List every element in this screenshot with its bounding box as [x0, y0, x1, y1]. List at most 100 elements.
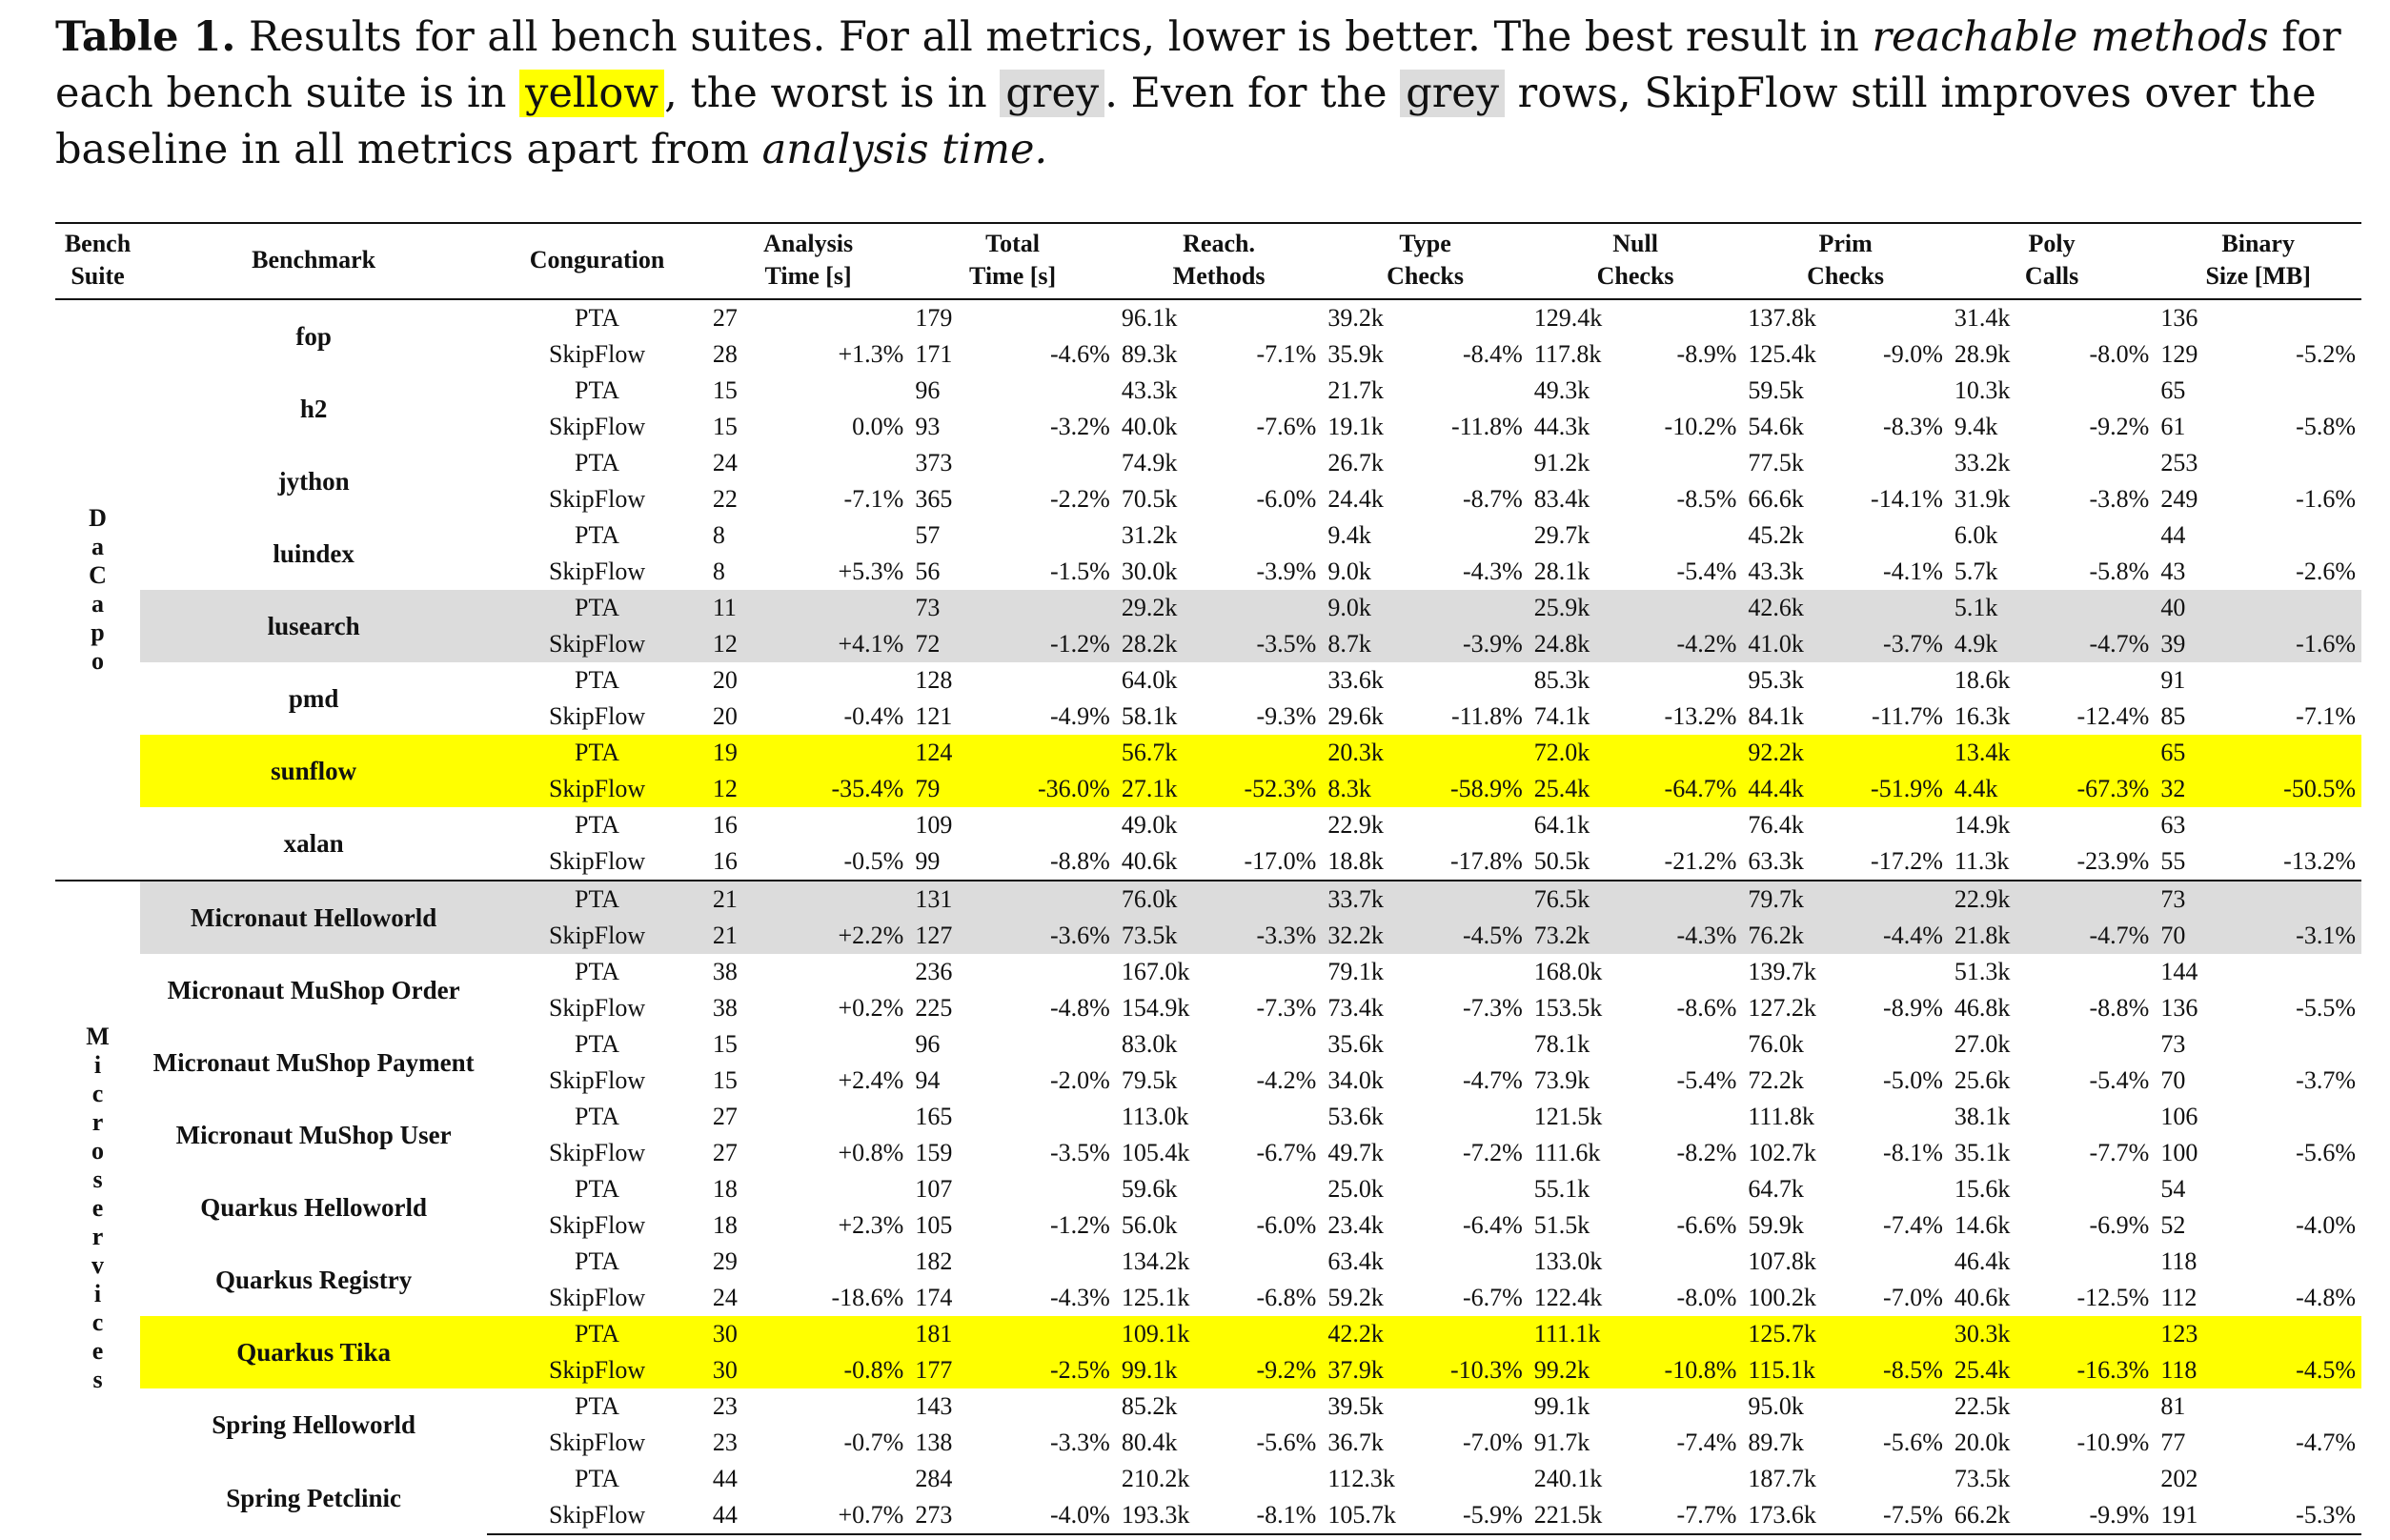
change-cell: [2049, 373, 2155, 409]
change-cell: +2.2%: [803, 918, 910, 954]
value-cell: 118: [2155, 1352, 2256, 1388]
change-cell: -4.3%: [1050, 1284, 1110, 1311]
change-cell: [1843, 1026, 1949, 1063]
caption-italic-1: reachable methods: [1872, 13, 2269, 61]
change-cell: -1.6%: [2296, 485, 2356, 513]
change-cell: [1216, 590, 1323, 626]
change-cell: [1010, 1461, 1116, 1497]
value-cell: 182: [915, 1247, 953, 1275]
value-cell: 33.2k: [1954, 449, 2011, 476]
value-cell: 15: [712, 1030, 738, 1058]
change-cell: [2049, 299, 2155, 336]
value-cell: 39.5k: [1327, 1392, 1384, 1420]
value-cell: 9.0k: [1322, 590, 1423, 626]
value-cell: 99: [915, 847, 941, 875]
table-row: SkipFlow 38 +0.2% 225 -4.8% 154.9k -7.3% 73.4k -…: [55, 990, 2361, 1026]
value-cell: 59.2k: [1327, 1284, 1384, 1311]
change-cell: -3.1%: [2255, 918, 2361, 954]
configuration-cell: SkipFlow: [487, 1497, 707, 1535]
value-cell: 42.2k: [1322, 1316, 1423, 1352]
change-cell: -8.8%: [1050, 847, 1110, 875]
change-cell: -2.0%: [1050, 1066, 1110, 1094]
value-cell: 27.0k: [1954, 1030, 2011, 1058]
change-cell: -4.3%: [1636, 918, 1743, 954]
value-cell: 109.1k: [1115, 1316, 1217, 1352]
value-cell: 77.5k: [1748, 449, 1804, 476]
value-cell: 22: [712, 485, 738, 513]
value-cell: 11: [706, 590, 804, 626]
change-cell: -4.0%: [1009, 1497, 1116, 1535]
change-cell: -8.6%: [1676, 994, 1737, 1022]
value-cell: 9.0k: [1327, 557, 1371, 585]
change-cell: -8.4%: [1462, 340, 1523, 368]
change-cell: [1843, 954, 1949, 990]
value-cell: 8.7k: [1322, 626, 1423, 662]
configuration-cell: SkipFlow: [548, 1284, 646, 1311]
value-cell: 59.5k: [1748, 376, 1804, 404]
value-cell: 54: [2160, 1175, 2186, 1203]
change-cell: -58.9%: [1422, 771, 1529, 807]
change-cell: [1636, 1461, 1742, 1497]
value-cell: 123: [2155, 1316, 2256, 1352]
benchmark-name: pmd: [288, 684, 339, 713]
change-cell: [2049, 735, 2156, 771]
change-cell: [1843, 807, 1949, 843]
change-cell: -4.7%: [2296, 1429, 2356, 1456]
table-row: SkipFlow 30 -0.8% 177 -2.5% 99.1k -9.2% 37.9k -1…: [55, 1352, 2361, 1388]
caption-grey-word-1: grey: [1000, 70, 1105, 117]
change-cell: [1842, 1316, 1949, 1352]
benchmark-name: Spring Petclinic: [226, 1483, 401, 1512]
change-cell: -3.3%: [1216, 918, 1323, 954]
change-cell: -4.6%: [1050, 340, 1110, 368]
suite-letter: o: [91, 647, 104, 675]
change-cell: -35.4%: [803, 771, 910, 807]
table-row: SkipFlow 27 +0.8% 159 -3.5% 105.4k -6.7% 49.7k -…: [55, 1135, 2361, 1171]
value-cell: 77: [2160, 1429, 2186, 1456]
change-cell: -3.8%: [2089, 485, 2150, 513]
value-cell: 83.4k: [1533, 485, 1590, 513]
value-cell: 79.1k: [1327, 958, 1384, 985]
change-cell: [803, 1099, 909, 1135]
change-cell: -3.2%: [1050, 413, 1110, 440]
change-cell: [2049, 590, 2156, 626]
suite-letter: p: [91, 618, 105, 646]
value-cell: 81: [2160, 1392, 2186, 1420]
table-row: SkipFlow 15 +2.4% 94 -2.0% 79.5k -4.2% 34.0k -4.…: [55, 1063, 2361, 1099]
value-cell: 31.9k: [1954, 485, 2011, 513]
change-cell: [1842, 735, 1949, 771]
value-cell: 253: [2160, 449, 2198, 476]
change-cell: -36.0%: [1009, 771, 1116, 807]
value-cell: 96: [915, 376, 941, 404]
value-cell: 38: [712, 958, 738, 985]
header-null-checks: Null Checks: [1528, 223, 1743, 300]
change-cell: [2256, 954, 2361, 990]
change-cell: -6.7%: [1256, 1139, 1317, 1166]
benchmark-name: Micronaut MuShop User: [175, 1121, 452, 1149]
change-cell: [803, 1461, 909, 1497]
value-cell: 236: [915, 958, 953, 985]
value-cell: 100.2k: [1748, 1284, 1816, 1311]
header-type-checks: Type Checks: [1322, 223, 1529, 300]
header-analysis-time: Analysis Time [s]: [706, 223, 910, 300]
value-cell: 107: [915, 1175, 953, 1203]
change-cell: -16.3%: [2049, 1352, 2156, 1388]
change-cell: [803, 1316, 910, 1352]
change-cell: -5.0%: [1883, 1066, 1943, 1094]
suite-letter: C: [89, 561, 107, 589]
value-cell: 39: [2155, 626, 2256, 662]
value-cell: 76.4k: [1748, 811, 1804, 839]
change-cell: [2049, 954, 2155, 990]
change-cell: [2256, 373, 2361, 409]
value-cell: 22.9k: [1327, 811, 1384, 839]
value-cell: 8: [712, 521, 725, 549]
change-cell: -0.5%: [843, 847, 904, 875]
change-cell: -4.8%: [1050, 994, 1110, 1022]
value-cell: 35.6k: [1327, 1030, 1384, 1058]
change-cell: -7.1%: [843, 485, 904, 513]
value-cell: 136: [2160, 304, 2198, 332]
value-cell: 72.0k: [1528, 735, 1637, 771]
change-cell: [1636, 807, 1742, 843]
change-cell: [1423, 1244, 1529, 1280]
change-cell: -23.9%: [2076, 847, 2150, 875]
